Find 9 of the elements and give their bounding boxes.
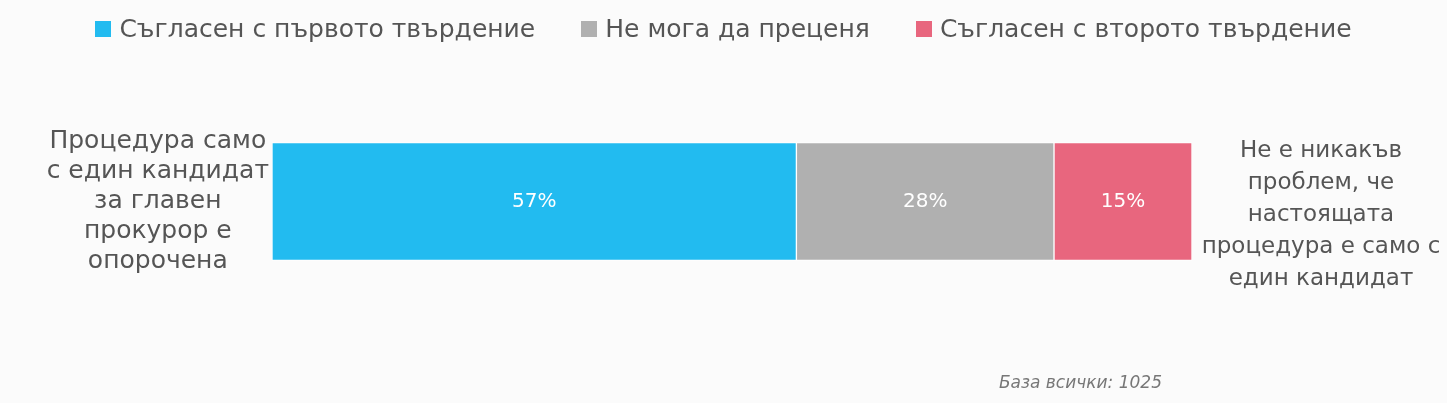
text: Не е никакъв проблем, че настоящата процедура е само с един кандидат [1200,135,1442,292]
data-label: 28% [902,187,948,212]
legend-label: Съгласен с първото твърдение [119,14,536,43]
text: База всички: 1025 [997,372,1162,392]
legend-label: Не мога да преценя [605,14,870,43]
data-label: 15% [1100,187,1146,212]
legend-label: Съгласен с второто твърдение [939,14,1352,43]
y-tick-label: Процедура само с един кандидат за главен прокурор е опорочена [46,125,270,274]
data-label: 57% [511,187,557,212]
